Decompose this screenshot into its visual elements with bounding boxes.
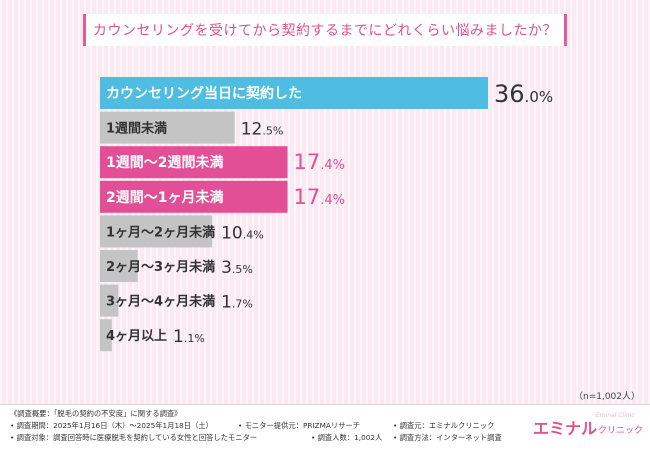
category-label-3: 2週間〜1ヶ月未満	[106, 189, 223, 206]
bar-0	[100, 77, 488, 109]
footer-target: • 調査対象：調査回答時に医療脱毛を契約している女性と回答したモニター	[10, 433, 258, 442]
survey-footer	[0, 404, 650, 450]
footer-method: • 調査方法：インターネット調査	[393, 433, 502, 442]
value-label-1: 12.5%	[241, 120, 284, 140]
footer-provider: • モニター提供元：PRIZMAリサーチ	[238, 421, 361, 430]
value-label-3: 17.4%	[294, 185, 346, 209]
footer-source: • 調査元：エミナルクリニック	[393, 421, 495, 430]
bar-chart: カウンセリング当日に契約した 36.0% 1週間未満 12.5% 1週間〜2週間未満 17…	[100, 77, 553, 352]
category-label-1: 1週間未満	[106, 121, 167, 137]
value-label-7: 1.1%	[173, 327, 205, 347]
bar-3	[100, 180, 288, 213]
category-label-6: 3ヶ月〜4ヶ月未満	[106, 294, 215, 310]
category-label-2: 1週間〜2週間未満	[106, 154, 223, 171]
category-label-0: カウンセリング当日に契約した	[106, 85, 302, 102]
bar-5	[100, 250, 138, 282]
chart-title: カウンセリングを受けてから契約するまでにどれくらい悩みましたか？	[93, 23, 557, 39]
value-label-5: 3.5%	[221, 258, 253, 278]
category-label-5: 2ヶ月〜3ヶ月未満	[106, 259, 215, 275]
brand-logo: エミナル	[533, 419, 598, 438]
value-label-6: 1.7%	[221, 293, 253, 313]
value-label-4: 10.4%	[221, 223, 264, 243]
footer-count: • 調査人数：1,002人	[311, 433, 383, 442]
sample-size-label: （n=1,002人）	[573, 392, 640, 402]
bar-7	[100, 319, 112, 352]
bar-2	[100, 146, 288, 179]
category-label-4: 1ヶ月〜2ヶ月未満	[106, 224, 215, 240]
footer-survey-title: 《調査概要：「脱毛の契約の不安度」に関する調査》	[10, 409, 182, 418]
brand-logo-sub: クリニック	[598, 426, 644, 436]
bar-4	[100, 215, 213, 248]
value-label-0: 36.0%	[494, 80, 553, 108]
logo-watermark: Eminal Clinic	[596, 412, 635, 419]
category-label-7: 4ヶ月以上	[106, 329, 167, 344]
chart-title-box: カウンセリングを受けてから契約するまでにどれくらい悩みましたか？	[83, 14, 567, 46]
value-label-2: 17.4%	[294, 150, 346, 174]
bar-6	[100, 284, 119, 317]
bar-1	[100, 111, 235, 144]
footer-period: • 調査期間：2025年1月16日（木）〜2025年1月18日（土）	[10, 421, 213, 430]
